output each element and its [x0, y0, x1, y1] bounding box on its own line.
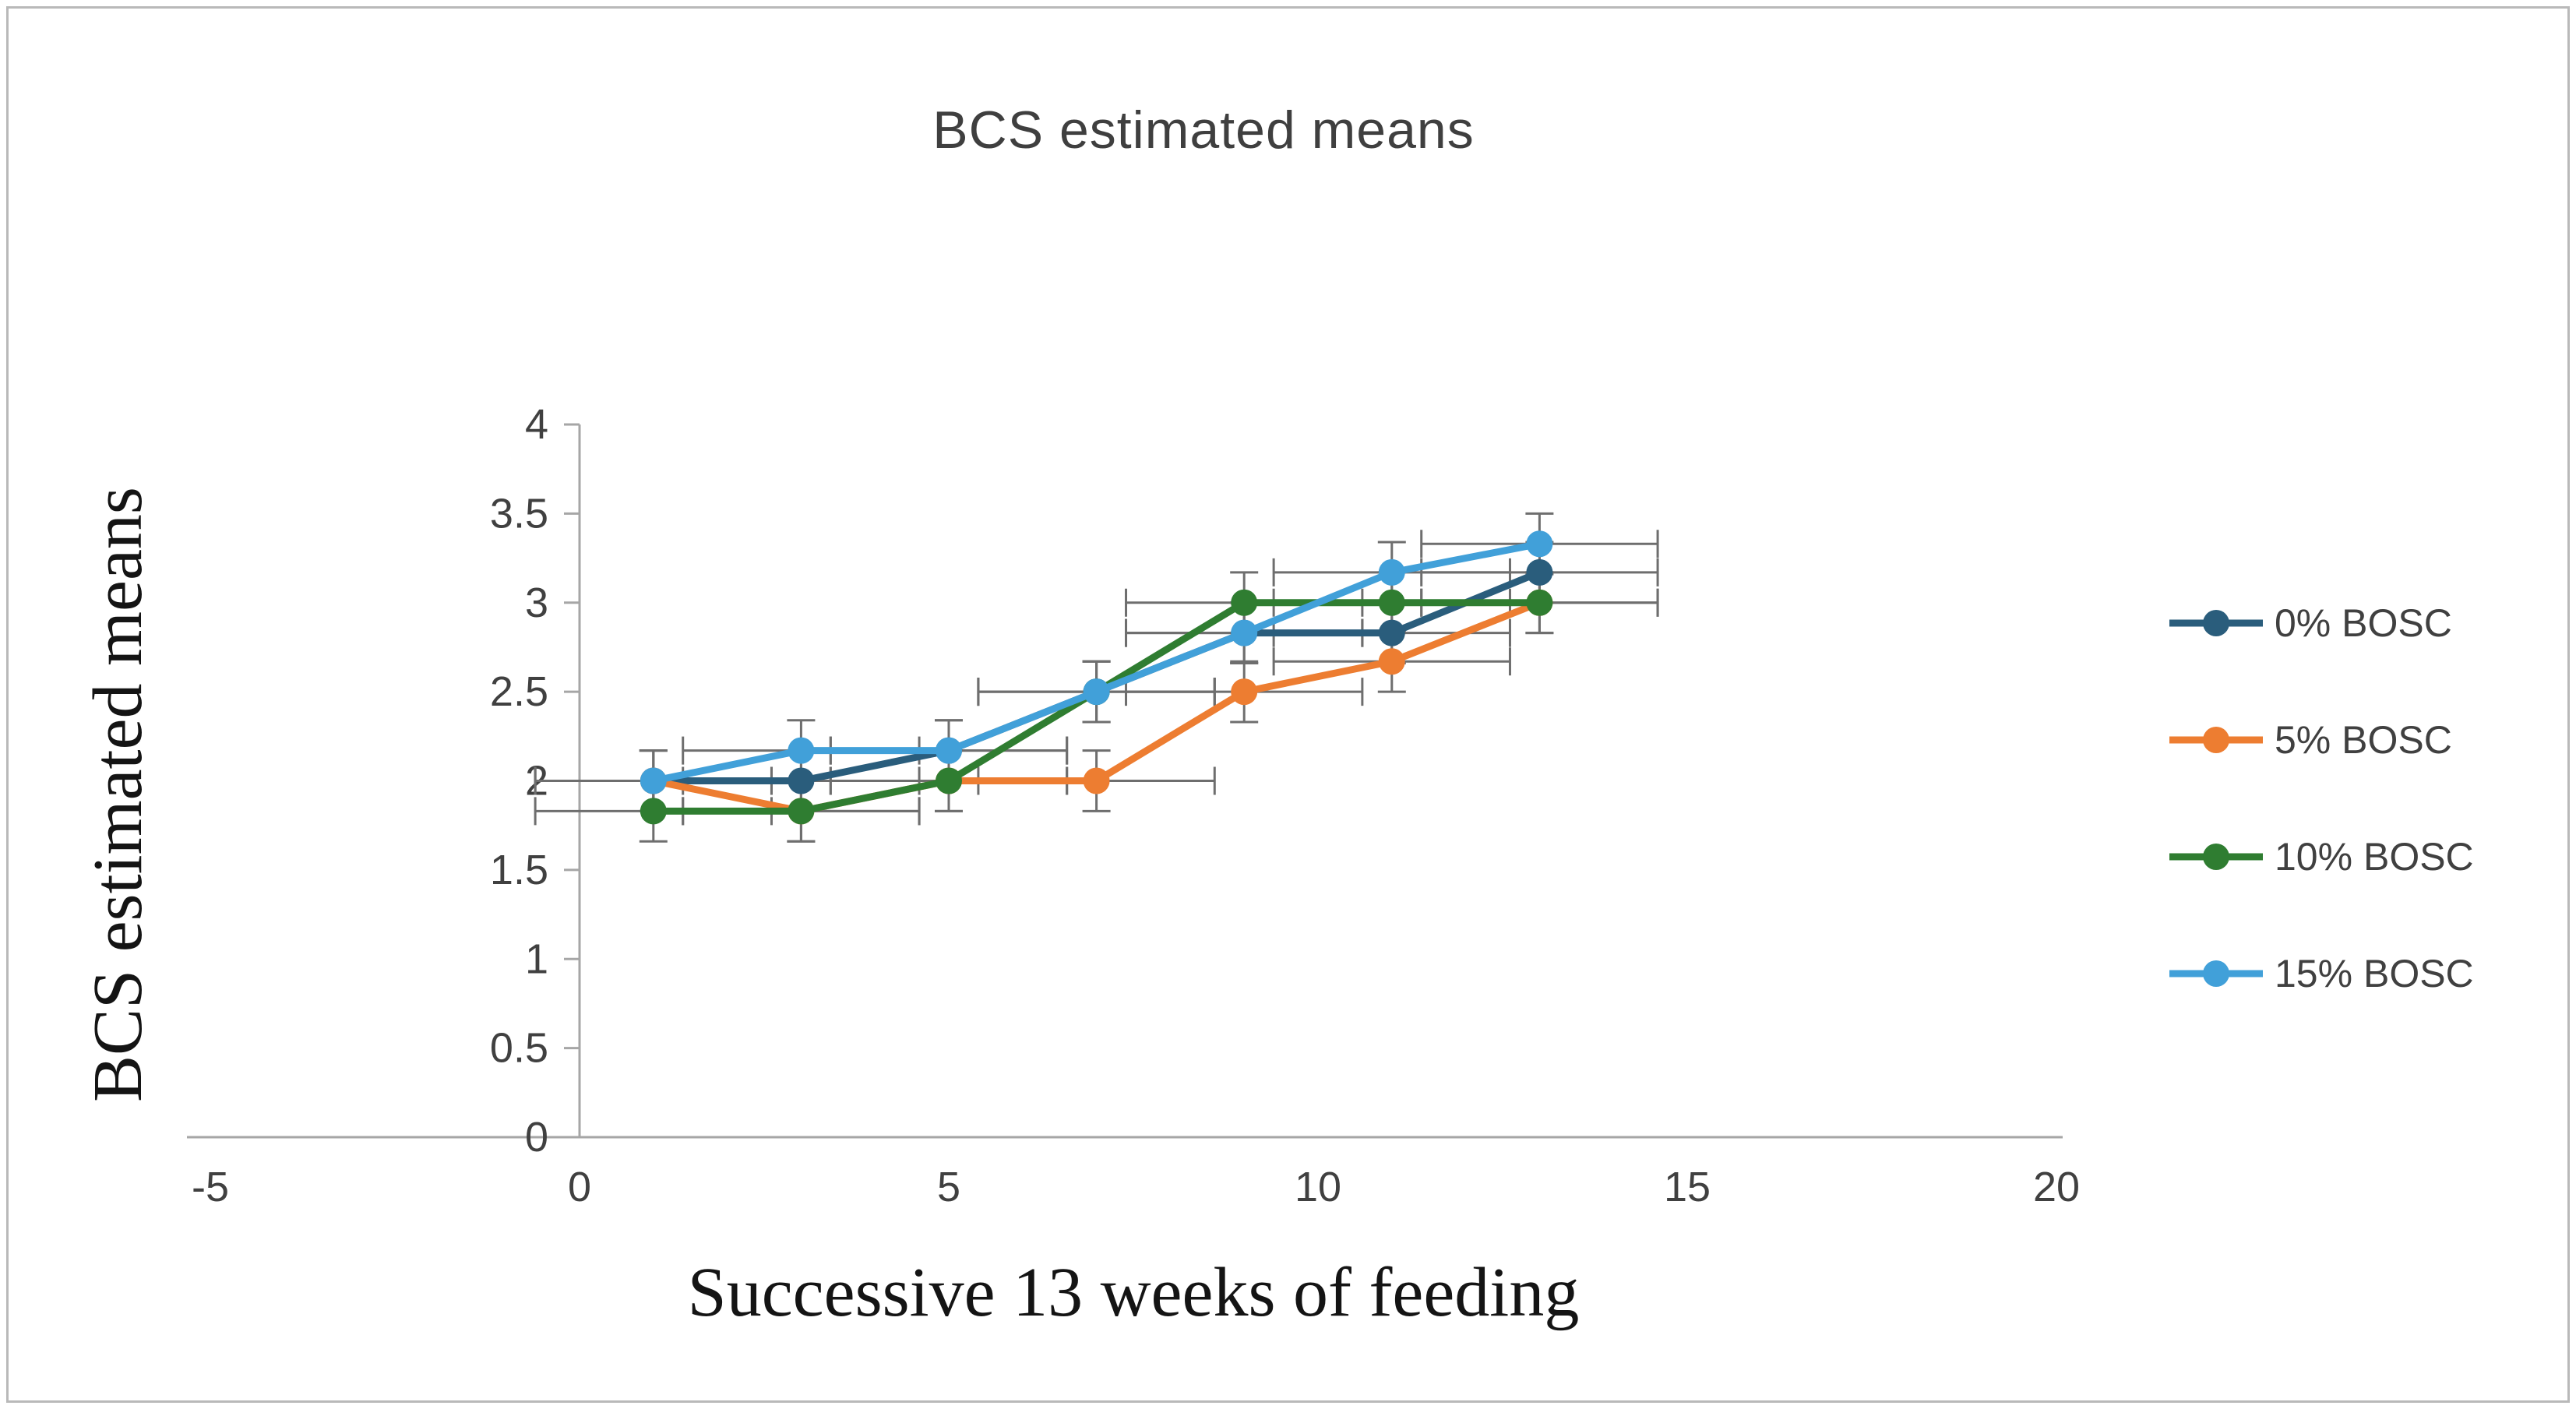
series-marker: [1231, 589, 1258, 616]
legend-marker: [2203, 844, 2229, 870]
series-marker: [788, 798, 815, 825]
series-marker: [640, 767, 667, 794]
y-tick-label: 3.5: [490, 490, 548, 537]
legend-marker: [2203, 610, 2229, 636]
y-tick-label: 1.5: [490, 847, 548, 893]
series-marker: [1378, 558, 1405, 586]
legend-label: 5% BOSC: [2275, 718, 2452, 762]
series-marker: [1083, 767, 1110, 794]
x-tick-label: 10: [1295, 1164, 1341, 1210]
y-tick-label: 4: [525, 401, 548, 448]
series-marker: [1526, 558, 1553, 586]
series-marker: [1378, 619, 1405, 646]
series-marker: [1378, 589, 1405, 616]
series-marker: [1526, 589, 1553, 616]
legend-marker: [2203, 727, 2229, 753]
series-marker: [788, 737, 815, 764]
y-tick-label: 0: [525, 1114, 548, 1161]
x-tick-label: 20: [2033, 1164, 2080, 1210]
legend-label: 0% BOSC: [2275, 601, 2452, 645]
y-tick-label: 2.5: [490, 668, 548, 715]
series-marker: [936, 767, 962, 794]
series-marker: [1231, 678, 1258, 706]
legend-label: 10% BOSC: [2275, 835, 2474, 879]
chart-title: BCS estimated means: [932, 100, 1475, 160]
legend-marker: [2203, 960, 2229, 987]
x-tick-label: 5: [937, 1164, 960, 1210]
series-marker: [1378, 648, 1405, 675]
x-tick-label: -5: [192, 1164, 229, 1210]
series-marker: [788, 767, 815, 794]
x-axis-title: Successive 13 weeks of feeding: [687, 1254, 1580, 1331]
legend-label: 15% BOSC: [2275, 952, 2474, 995]
y-tick-label: 1: [525, 935, 548, 982]
series-marker: [1083, 678, 1110, 706]
series-marker: [936, 737, 962, 764]
series-marker: [1526, 530, 1553, 558]
series-marker: [640, 798, 667, 825]
y-tick-label: 3: [525, 579, 548, 626]
x-tick-label: 0: [568, 1164, 591, 1210]
x-tick-label: 15: [1664, 1164, 1711, 1210]
y-tick-label: 0.5: [490, 1025, 548, 1072]
series-marker: [1231, 619, 1258, 646]
